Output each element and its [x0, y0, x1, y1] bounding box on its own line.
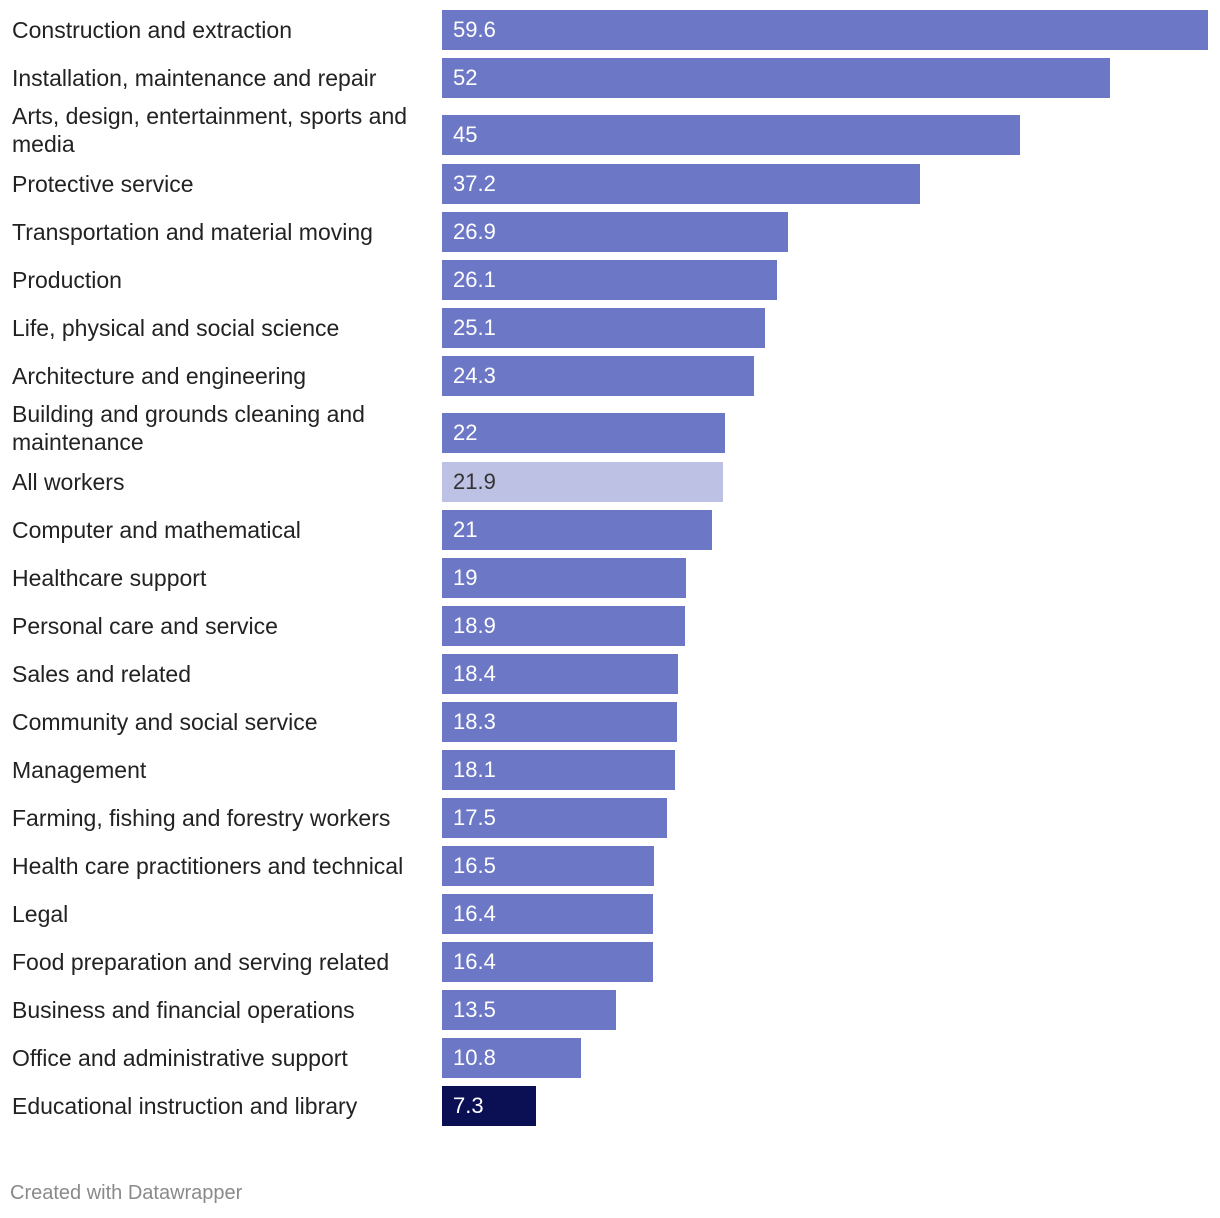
category-label: Production [12, 267, 122, 293]
category-label: Healthcare support [12, 565, 207, 591]
bar-row: Office and administrative support 10.8 [0, 1038, 1220, 1086]
value-label: 16.4 [453, 949, 496, 974]
bar: 52 [442, 58, 1110, 98]
category-label: Educational instruction and library [12, 1093, 358, 1119]
value-label: 22 [453, 420, 478, 445]
bar: 21.9 [442, 462, 723, 502]
value-label: 19 [453, 565, 478, 590]
category-label: Food preparation and serving related [12, 949, 390, 975]
category-label: Computer and mathematical [12, 517, 301, 543]
value-label: 24.3 [453, 363, 496, 388]
bar-row: Health care practitioners and technical 1… [0, 846, 1220, 894]
value-label: 59.6 [453, 17, 496, 42]
category-label: Architecture and engineering [12, 363, 307, 389]
bar-row: Transportation and material moving 26.9 [0, 212, 1220, 260]
bar-row: All workers 21.9 [0, 462, 1220, 510]
bar-row: Healthcare support 19 [0, 558, 1220, 606]
category-label: Building and grounds cleaning and mainte… [12, 401, 365, 455]
bar: 59.6 [442, 10, 1208, 50]
bar: 19 [442, 558, 686, 598]
bar-row: Life, physical and social science 25.1 [0, 308, 1220, 356]
bar: 45 [442, 115, 1020, 155]
bar: 16.5 [442, 846, 654, 886]
category-label: Management [12, 757, 147, 783]
value-label: 52 [453, 65, 478, 90]
value-label: 16.4 [453, 901, 496, 926]
category-label: Sales and related [12, 661, 192, 687]
bar: 18.9 [442, 606, 685, 646]
bar-row: Arts, design, entertainment, sports and … [0, 103, 1220, 164]
bar: 18.4 [442, 654, 678, 694]
value-label: 21.9 [453, 469, 496, 494]
bar-row: Production 26.1 [0, 260, 1220, 308]
value-label: 18.1 [453, 757, 496, 782]
category-label: Health care practitioners and technical [12, 853, 404, 879]
bar: 17.5 [442, 798, 667, 838]
bar: 24.3 [442, 356, 754, 396]
category-label: Office and administrative support [12, 1045, 348, 1071]
bar-row: Management 18.1 [0, 750, 1220, 798]
bar-row: Building and grounds cleaning and mainte… [0, 401, 1220, 462]
value-label: 16.5 [453, 853, 496, 878]
bar: 13.5 [442, 990, 616, 1030]
bar: 26.9 [442, 212, 788, 252]
bar: 16.4 [442, 894, 653, 934]
value-label: 18.4 [453, 661, 496, 686]
bar-row: Legal 16.4 [0, 894, 1220, 942]
bar-chart: Construction and extraction 59.6 Installat… [0, 10, 1220, 1134]
category-label: Legal [12, 901, 69, 927]
bar: 10.8 [442, 1038, 581, 1078]
category-label: Arts, design, entertainment, sports and … [12, 103, 408, 157]
value-label: 10.8 [453, 1045, 496, 1070]
category-label: All workers [12, 469, 125, 495]
bar-row: Farming, fishing and forestry workers 17.… [0, 798, 1220, 846]
bar: 37.2 [442, 164, 920, 204]
bar: 22 [442, 413, 725, 453]
bar-row: Business and financial operations 13.5 [0, 990, 1220, 1038]
value-label: 25.1 [453, 315, 496, 340]
bar: 25.1 [442, 308, 765, 348]
value-label: 7.3 [453, 1093, 484, 1118]
bar: 26.1 [442, 260, 777, 300]
bar-row: Sales and related 18.4 [0, 654, 1220, 702]
category-label: Community and social service [12, 709, 318, 735]
value-label: 26.9 [453, 219, 496, 244]
bar: 18.3 [442, 702, 677, 742]
category-label: Construction and extraction [12, 17, 292, 43]
value-label: 21 [453, 517, 478, 542]
bar-row: Educational instruction and library 7.3 [0, 1086, 1220, 1134]
value-label: 26.1 [453, 267, 496, 292]
value-label: 18.9 [453, 613, 496, 638]
bar: 16.4 [442, 942, 653, 982]
bar-row: Community and social service 18.3 [0, 702, 1220, 750]
bar-row: Computer and mathematical 21 [0, 510, 1220, 558]
bar-row: Installation, maintenance and repair 52 [0, 58, 1220, 106]
value-label: 45 [453, 122, 478, 147]
bar: 18.1 [442, 750, 675, 790]
bar: 7.3 [442, 1086, 536, 1126]
value-label: 37.2 [453, 171, 496, 196]
category-label: Protective service [12, 171, 194, 197]
bar-row: Architecture and engineering 24.3 [0, 356, 1220, 404]
category-label: Personal care and service [12, 613, 278, 639]
value-label: 13.5 [453, 997, 496, 1022]
category-label: Installation, maintenance and repair [12, 65, 377, 91]
bar-row: Food preparation and serving related 16.4 [0, 942, 1220, 990]
datawrapper-credit: Created with Datawrapper [10, 1182, 243, 1204]
value-label: 18.3 [453, 709, 496, 734]
category-label: Life, physical and social science [12, 315, 340, 341]
value-label: 17.5 [453, 805, 496, 830]
category-label: Transportation and material moving [12, 219, 373, 245]
category-label: Business and financial operations [12, 997, 355, 1023]
bar: 21 [442, 510, 712, 550]
bar-row: Protective service 37.2 [0, 164, 1220, 212]
bar-row: Construction and extraction 59.6 [0, 10, 1220, 58]
category-label: Farming, fishing and forestry workers [12, 805, 391, 831]
bar-row: Personal care and service 18.9 [0, 606, 1220, 654]
